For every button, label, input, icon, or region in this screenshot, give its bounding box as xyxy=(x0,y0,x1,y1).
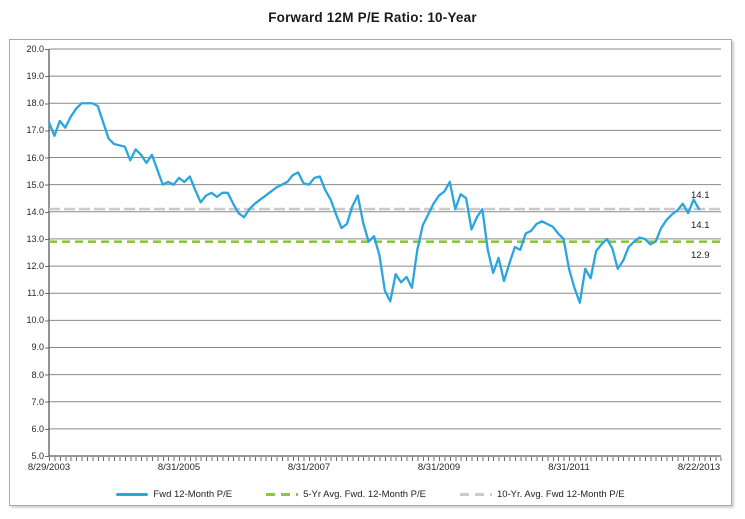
y-tick-label: 16.0 xyxy=(26,152,44,163)
y-tick-label: 18.0 xyxy=(26,98,44,109)
x-tick-label: 8/29/2003 xyxy=(27,462,71,473)
avg10-value-label: 14.1 xyxy=(691,220,710,231)
y-tick-label: 9.0 xyxy=(31,342,44,353)
x-axis-tick-marks xyxy=(49,457,723,461)
y-tick-label: 5.0 xyxy=(31,451,44,461)
pe-line xyxy=(47,102,701,304)
x-tick-label: 8/31/2009 xyxy=(417,462,461,473)
chart-legend: Fwd 12-Month P/E 5-Yr Avg. Fwd. 12-Month … xyxy=(10,486,731,502)
last-value-label: 14.1 xyxy=(691,190,710,201)
y-tick-label: 11.0 xyxy=(27,288,44,299)
legend-swatch-solid-line xyxy=(116,492,149,496)
x-tick-label: 8/22/2013 xyxy=(677,462,721,473)
y-tick-label: 17.0 xyxy=(26,125,44,136)
legend-item: 5-Yr Avg. Fwd. 12-Month P/E xyxy=(266,489,426,500)
y-tick-label: 15.0 xyxy=(26,179,44,190)
legend-swatch-dashed-line xyxy=(459,492,492,496)
x-tick-label: 8/31/2005 xyxy=(157,462,201,473)
y-tick-label: 12.0 xyxy=(26,261,44,272)
avg5-value-label: 12.9 xyxy=(691,250,710,261)
y-tick-label: 13.0 xyxy=(26,233,44,244)
y-tick-label: 19.0 xyxy=(26,71,44,82)
legend-label: 10-Yr. Avg. Fwd 12-Month P/E xyxy=(496,488,625,500)
legend-item: Fwd 12-Month P/E xyxy=(116,489,232,500)
y-tick-label: 20.0 xyxy=(26,44,44,54)
chart-frame: 20.0 19.0 18.0 17.0 16.0 15.0 14.0 13.0 12.0 11.0… xyxy=(9,39,732,506)
x-tick-label: 8/31/2007 xyxy=(287,462,331,473)
y-tick-label: 6.0 xyxy=(31,423,44,434)
plot-svg xyxy=(47,48,721,457)
chart-title: Forward 12M P/E Ratio: 10-Year xyxy=(268,10,477,25)
legend-label: Fwd 12-Month P/E xyxy=(153,488,233,500)
y-axis-tick-marks xyxy=(45,49,49,458)
y-tick-label: 7.0 xyxy=(31,396,44,407)
legend-swatch-dashed-line xyxy=(266,492,299,496)
legend-item: 10-Yr. Avg. Fwd 12-Month P/E xyxy=(459,488,625,500)
y-tick-label: 14.0 xyxy=(26,206,44,217)
x-tick-label: 8/31/2011 xyxy=(548,462,590,473)
y-tick-label: 10.0 xyxy=(26,315,44,326)
legend-label: 5-Yr Avg. Fwd. 12-Month P/E xyxy=(303,488,426,500)
y-tick-label: 8.0 xyxy=(31,369,44,380)
